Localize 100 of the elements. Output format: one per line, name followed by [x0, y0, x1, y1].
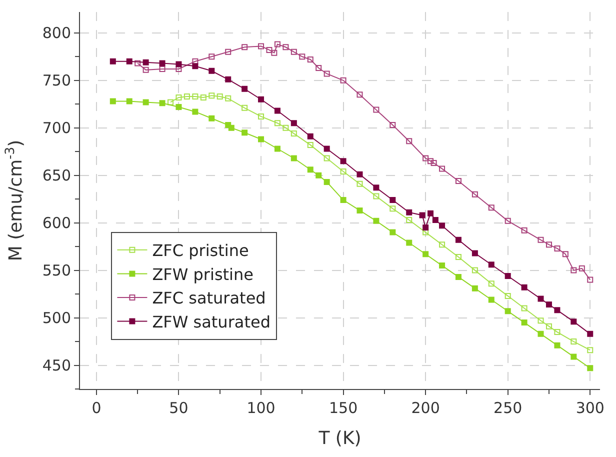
point: [340, 197, 346, 204]
point: [290, 130, 297, 137]
point: [228, 124, 234, 131]
point: [390, 206, 396, 212]
point: [192, 108, 198, 115]
point: [258, 113, 264, 120]
point: [274, 108, 280, 114]
point: [208, 115, 215, 122]
point: [521, 320, 528, 326]
point: [340, 158, 346, 164]
point: [356, 171, 363, 178]
point: [290, 48, 297, 55]
x-tick-label: 0: [92, 399, 102, 417]
point: [570, 267, 577, 274]
point: [587, 330, 594, 337]
point: [340, 77, 346, 84]
point: [142, 59, 149, 66]
point: [428, 158, 434, 164]
point: [554, 245, 560, 252]
point: [274, 120, 280, 126]
point: [274, 41, 280, 48]
point: [390, 197, 396, 204]
point: [258, 96, 264, 102]
point: [290, 120, 297, 126]
point: [126, 58, 132, 64]
point: [538, 318, 544, 324]
point: [356, 180, 363, 187]
point: [208, 54, 215, 60]
point: [521, 305, 528, 312]
point: [472, 285, 478, 292]
point: [159, 100, 166, 106]
legend-label: ZFC saturated: [152, 288, 266, 308]
point: [430, 160, 437, 166]
point: [225, 48, 232, 55]
point: [225, 95, 232, 102]
point: [216, 94, 223, 100]
point: [521, 284, 528, 290]
x-tick-label: 250: [494, 399, 522, 417]
point: [356, 207, 363, 214]
point: [439, 262, 446, 269]
point: [521, 227, 528, 234]
point: [258, 43, 264, 50]
point: [419, 212, 426, 218]
point: [192, 63, 198, 70]
point: [570, 354, 577, 360]
point: [538, 236, 544, 243]
y-tick-label: 500: [42, 309, 71, 328]
point: [422, 224, 429, 231]
point: [225, 76, 232, 82]
point: [316, 172, 322, 178]
point: [373, 184, 380, 191]
point: [472, 267, 478, 274]
point: [587, 276, 594, 283]
point: [406, 216, 412, 223]
point: [439, 242, 446, 248]
point: [538, 296, 544, 302]
point: [455, 254, 462, 260]
point: [340, 168, 346, 175]
point: [504, 272, 511, 279]
point: [242, 130, 248, 136]
y-tick-label: 450: [42, 356, 71, 375]
point: [587, 365, 594, 372]
y-tick-label: 550: [42, 262, 71, 280]
y-tick-label: 800: [42, 24, 71, 42]
point: [390, 122, 396, 128]
point: [192, 58, 198, 64]
point: [472, 191, 478, 198]
point: [422, 229, 429, 236]
point: [546, 323, 552, 330]
point: [504, 218, 511, 224]
x-tick-label: 300: [576, 399, 604, 417]
point: [356, 92, 363, 98]
point: [176, 66, 182, 72]
point: [126, 98, 132, 104]
point: [504, 292, 511, 299]
point: [142, 66, 149, 73]
point: [455, 178, 462, 184]
point: [274, 146, 280, 152]
point: [324, 155, 330, 162]
point: [290, 155, 297, 162]
point: [472, 250, 478, 256]
point: [258, 136, 264, 142]
point: [562, 251, 568, 258]
point: [546, 301, 552, 308]
point: [192, 94, 198, 100]
point: [266, 46, 272, 53]
point: [110, 98, 116, 104]
point: [406, 209, 412, 216]
x-tick-label: 100: [246, 399, 276, 417]
x-tick-label: 150: [328, 399, 358, 417]
point: [432, 216, 438, 223]
point: [110, 58, 116, 64]
point: [578, 265, 585, 272]
y-tick-label: 700: [42, 119, 71, 138]
point: [324, 146, 330, 152]
point: [176, 61, 182, 68]
point: [176, 104, 182, 110]
point: [488, 280, 494, 287]
point: [208, 68, 215, 74]
y-tick-label: 650: [42, 166, 71, 185]
